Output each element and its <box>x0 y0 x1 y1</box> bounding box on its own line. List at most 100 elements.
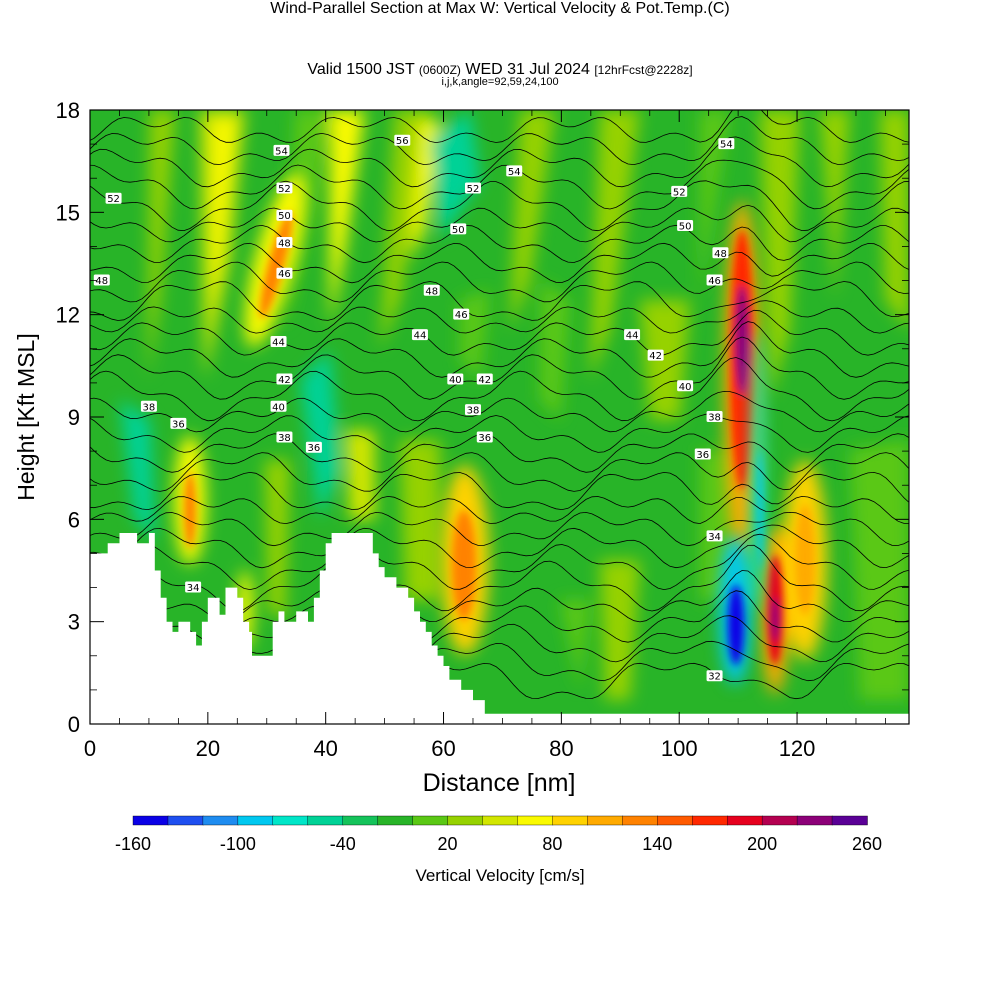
contour-label: 44 <box>624 329 641 342</box>
colorbar-tick-label: 140 <box>642 834 672 854</box>
svg-text:50: 50 <box>278 211 291 222</box>
chart-title: Wind-Parallel Section at Max W: Vertical… <box>0 0 1000 18</box>
theta-contour-line <box>90 224 909 264</box>
svg-text:38: 38 <box>708 413 721 424</box>
svg-text:52: 52 <box>673 187 686 198</box>
contour-label: 46 <box>453 308 470 321</box>
colorbar-tick-label: -160 <box>115 834 151 854</box>
contour-label: 54 <box>718 138 735 151</box>
contour-label: 48 <box>276 237 293 250</box>
theta-contour-line <box>90 136 909 188</box>
copyright-mark: (C) <box>707 0 730 17</box>
theta-contour-line <box>90 336 909 400</box>
svg-text:40: 40 <box>272 402 285 413</box>
colorbar-swatch <box>796 815 833 826</box>
contour-label: 52 <box>671 185 688 198</box>
y-tick-label: 12 <box>56 303 80 328</box>
contour-label: 50 <box>450 223 467 236</box>
svg-text:38: 38 <box>143 402 156 413</box>
svg-text:36: 36 <box>308 443 321 454</box>
theta-contour-line <box>90 110 909 144</box>
svg-text:52: 52 <box>278 184 291 195</box>
svg-text:50: 50 <box>679 221 692 232</box>
svg-text:48: 48 <box>95 276 108 287</box>
theta-contour-line <box>90 309 909 356</box>
theta-contours <box>90 110 909 700</box>
contour-label: 48 <box>423 284 440 297</box>
colorbar-swatch <box>552 815 589 826</box>
colorbar-swatch <box>412 815 449 826</box>
chart-title-text: Wind-Parallel Section at Max W: Vertical… <box>270 0 708 17</box>
theta-contour-line <box>90 390 909 433</box>
x-tick-label: 100 <box>661 736 698 761</box>
contour-label: 38 <box>140 400 157 413</box>
theta-contour-line <box>90 180 909 232</box>
colorbar-tick-label: -100 <box>220 834 256 854</box>
contour-label: 42 <box>647 349 664 362</box>
theta-contour-line <box>90 159 909 210</box>
contour-label: 36 <box>476 431 493 444</box>
svg-text:40: 40 <box>679 382 692 393</box>
colorbar-swatch <box>517 815 554 826</box>
terrain-mask <box>90 533 909 724</box>
y-tick-label: 9 <box>68 405 80 430</box>
contour-label: 34 <box>706 530 723 543</box>
colorbar: -160 -100 -40 20 80 140 200 260 <box>115 815 882 854</box>
contour-label: 46 <box>706 274 723 287</box>
svg-text:42: 42 <box>478 375 491 386</box>
contour-label: 54 <box>506 165 523 178</box>
valid-utc: (0600Z) <box>418 63 461 77</box>
svg-text:42: 42 <box>649 351 662 362</box>
x-tick-label: 20 <box>196 736 220 761</box>
svg-text:46: 46 <box>278 269 291 280</box>
x-axis-label: Distance [nm] <box>423 769 576 797</box>
contour-label: 44 <box>270 335 287 348</box>
downdrafts <box>719 330 764 685</box>
colorbar-tick-label: 80 <box>542 834 562 854</box>
svg-text:48: 48 <box>425 286 438 297</box>
contour-label: 50 <box>677 219 694 232</box>
contour-label: 56 <box>394 134 411 147</box>
svg-text:36: 36 <box>478 433 491 444</box>
svg-text:56: 56 <box>396 136 409 147</box>
theta-contour-line <box>90 433 909 473</box>
theta-contour-line <box>90 471 909 511</box>
contour-label: 52 <box>105 192 122 205</box>
theta-contour-line <box>90 321 909 378</box>
svg-text:44: 44 <box>626 331 639 342</box>
contour-label: 50 <box>276 209 293 222</box>
theta-contour-line <box>90 452 909 492</box>
colorbar-tick-label: 200 <box>747 834 777 854</box>
theta-contour-line <box>90 357 909 422</box>
colorbar-label: Vertical Velocity [cm/s] <box>415 866 584 885</box>
colorbar-swatch <box>831 815 868 826</box>
svg-text:34: 34 <box>708 532 721 543</box>
contour-label: 32 <box>706 670 723 683</box>
svg-text:48: 48 <box>714 249 727 260</box>
colorbar-tick-label: 20 <box>438 834 458 854</box>
forecast-info: [12hrFcst@2228z] <box>594 63 693 77</box>
y-tick-label: 3 <box>68 610 80 635</box>
colorbar-swatch <box>377 815 414 826</box>
contour-label: 46 <box>276 267 293 280</box>
contour-label: 48 <box>712 247 729 260</box>
x-tick-label: 40 <box>313 736 337 761</box>
contour-label: 48 <box>93 274 110 287</box>
contour-label: 36 <box>170 417 187 430</box>
contour-label: 38 <box>464 404 481 417</box>
contour-label: 42 <box>476 373 493 386</box>
svg-text:52: 52 <box>467 184 480 195</box>
theta-contour-line <box>90 116 909 166</box>
theta-contour-line <box>90 300 909 334</box>
svg-text:46: 46 <box>708 276 721 287</box>
svg-text:36: 36 <box>172 419 185 430</box>
svg-text:46: 46 <box>455 310 468 321</box>
colorbar-swatch <box>587 815 624 826</box>
field-texture <box>120 110 909 700</box>
svg-text:38: 38 <box>467 406 480 417</box>
contour-label: 40 <box>677 380 694 393</box>
svg-text:50: 50 <box>452 225 465 236</box>
colorbar-swatch <box>482 815 519 826</box>
